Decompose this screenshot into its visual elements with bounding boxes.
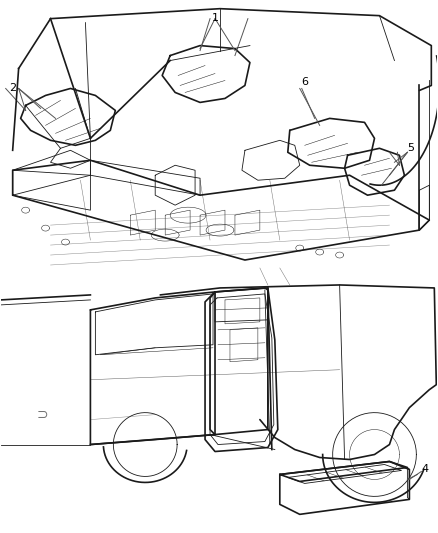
Text: 2: 2 (9, 84, 16, 93)
Text: 6: 6 (302, 77, 309, 87)
Text: 5: 5 (407, 143, 414, 154)
Text: 4: 4 (421, 464, 428, 474)
Text: ⊃: ⊃ (37, 408, 48, 422)
Text: 1: 1 (212, 13, 219, 23)
